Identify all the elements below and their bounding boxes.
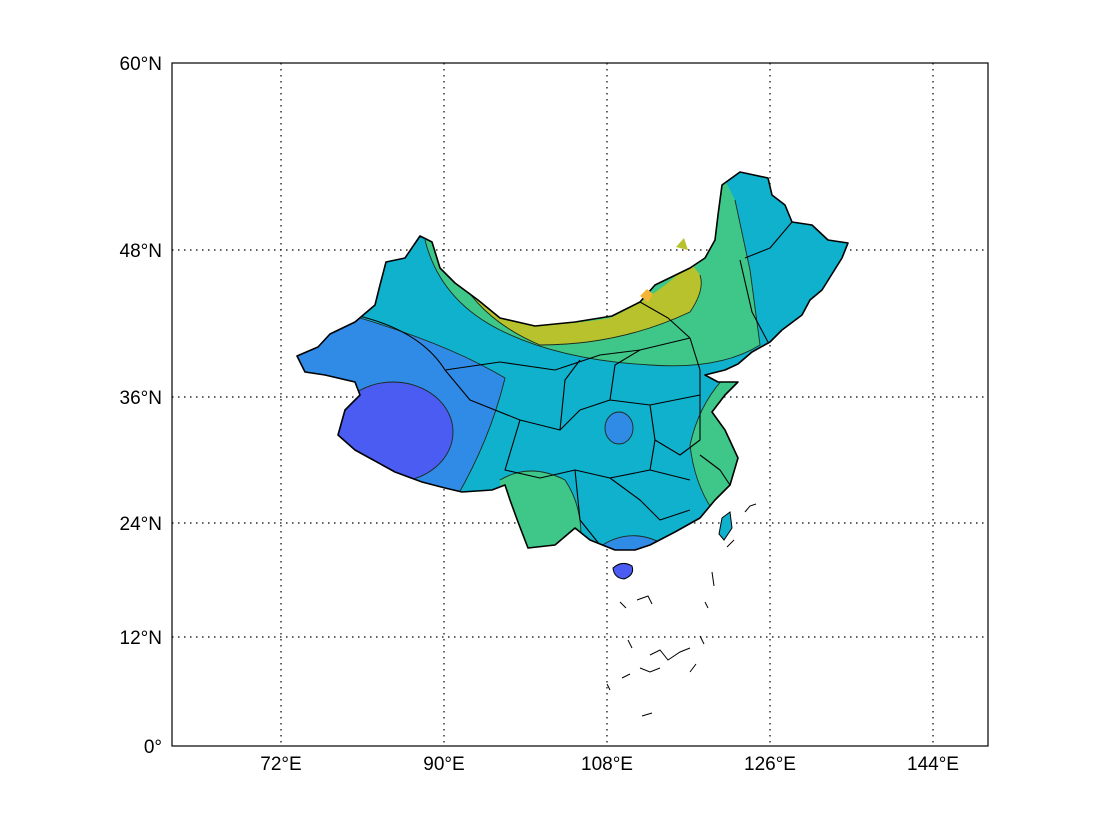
contour-line (359, 317, 506, 501)
y-tick-label: 12°N (120, 628, 162, 649)
province-boundary (609, 477, 691, 521)
province-boundary (739, 259, 769, 343)
province-boundaries (354, 221, 793, 546)
contour-level-deep-blue (333, 382, 453, 482)
y-tick-label: 60°N (120, 54, 162, 75)
province-boundary (609, 349, 641, 401)
contour-level-orange (640, 289, 653, 302)
province-boundary (689, 337, 701, 395)
province-boundary (649, 439, 656, 471)
taiwan-outline (718, 511, 733, 541)
province-boundary (649, 395, 701, 456)
x-tick-labels: 72°E 90°E 108°E 126°E 144°E (260, 754, 959, 775)
hainan-island (613, 563, 633, 579)
x-tick-label: 72°E (260, 754, 301, 775)
province-boundary (574, 469, 601, 546)
island-mark (699, 635, 705, 645)
hainan-outline (612, 562, 634, 580)
island-mark (704, 601, 709, 609)
island-mark (606, 683, 611, 691)
province-boundary (699, 454, 731, 486)
islands (612, 511, 733, 580)
south-sea-islands (606, 503, 757, 717)
contour-line (424, 199, 761, 367)
contour-level-olive (455, 262, 702, 345)
y-tick-label: 48°N (120, 241, 162, 262)
province-boundary (744, 221, 793, 259)
province-boundary (354, 314, 521, 421)
contour-level-blue-central (605, 412, 633, 444)
contour-level-blue-south (598, 535, 665, 550)
china-outline (296, 171, 849, 551)
island-mark (711, 571, 715, 587)
y-tick-label: 36°N (120, 388, 162, 409)
province-boundary (559, 359, 581, 431)
island-mark (649, 647, 691, 661)
y-tick-labels: 60°N 48°N 36°N 24°N 12°N 0° (120, 54, 162, 758)
island-mark (621, 673, 631, 679)
x-tick-label: 126°E (744, 754, 796, 775)
y-tick-label: 0° (144, 737, 162, 758)
x-tick-label: 90°E (423, 754, 464, 775)
contour-line (689, 371, 731, 521)
contour-level-olive-patch (676, 238, 688, 250)
y-tick-label: 24°N (120, 514, 162, 535)
island-mark (744, 503, 757, 513)
island-mark (619, 601, 627, 609)
province-boundary (519, 394, 701, 431)
island-mark (641, 712, 653, 717)
island-mark (639, 667, 661, 673)
contour-line (454, 269, 702, 346)
island-mark (636, 595, 653, 605)
axes-frame (171, 62, 989, 747)
x-tick-label: 108°E (581, 754, 633, 775)
island-mark (627, 639, 633, 649)
island-mark (726, 539, 735, 548)
contour-line (604, 411, 634, 445)
island-mark (689, 663, 697, 673)
province-boundary (639, 301, 691, 339)
x-tick-label: 144°E (907, 754, 959, 775)
